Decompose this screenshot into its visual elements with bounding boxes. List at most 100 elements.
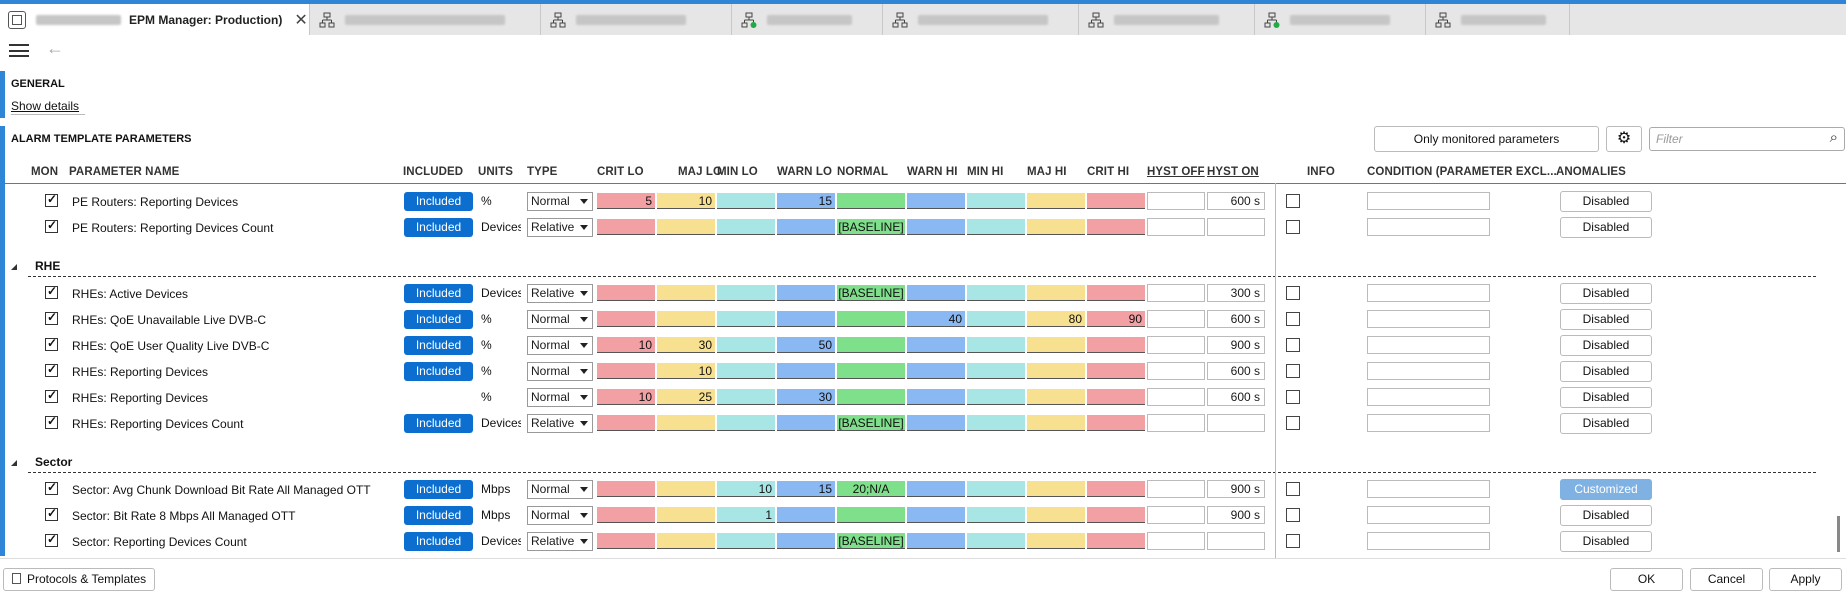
normal-field[interactable]: [BASELINE] — [837, 533, 905, 549]
column-header[interactable]: HYST ON — [1207, 166, 1259, 178]
only-monitored-button[interactable]: Only monitored parameters — [1374, 126, 1599, 152]
anomalies-button[interactable]: Disabled — [1560, 413, 1652, 434]
maj-hi-field[interactable]: 80 — [1027, 311, 1085, 327]
maj-lo-field[interactable] — [657, 481, 715, 497]
anomalies-button[interactable]: Disabled — [1560, 309, 1652, 330]
maj-hi-field[interactable] — [1027, 415, 1085, 431]
protocols-templates-button[interactable]: Protocols & Templates — [3, 568, 155, 591]
type-select[interactable]: Relative — [527, 532, 593, 551]
warn-hi-field[interactable] — [907, 533, 965, 549]
info-checkbox[interactable] — [1286, 312, 1300, 326]
filter-field[interactable]: Filter ⌕ — [1649, 127, 1845, 151]
crit-hi-field[interactable] — [1087, 363, 1145, 379]
included-button[interactable]: Included — [404, 218, 473, 237]
hyst-off-field[interactable] — [1147, 362, 1205, 380]
apply-button[interactable]: Apply — [1769, 568, 1842, 591]
hyst-on-field[interactable]: 600 s — [1207, 362, 1265, 380]
ok-button[interactable]: OK — [1610, 568, 1683, 591]
mon-checkbox[interactable] — [45, 506, 58, 521]
maj-lo-field[interactable] — [657, 415, 715, 431]
min-lo-field[interactable] — [717, 285, 775, 301]
close-icon[interactable]: ✕ — [294, 11, 308, 29]
normal-field[interactable] — [837, 311, 905, 327]
min-lo-field[interactable]: 10 — [717, 481, 775, 497]
included-button[interactable]: Included — [404, 506, 473, 525]
min-hi-field[interactable] — [967, 219, 1025, 235]
crit-lo-field[interactable] — [597, 363, 655, 379]
anomalies-button[interactable]: Customized — [1560, 479, 1652, 500]
min-hi-field[interactable] — [967, 311, 1025, 327]
warn-lo-field[interactable] — [777, 415, 835, 431]
column-header[interactable]: INCLUDED — [403, 166, 464, 178]
type-select[interactable]: Normal — [527, 336, 593, 355]
normal-field[interactable]: [BASELINE] — [837, 285, 905, 301]
settings-gear-button[interactable]: ⚙ — [1606, 126, 1642, 152]
hyst-off-field[interactable] — [1147, 310, 1205, 328]
maj-lo-field[interactable]: 10 — [657, 193, 715, 209]
mon-checkbox[interactable] — [45, 284, 58, 299]
type-select[interactable]: Normal — [527, 362, 593, 381]
hyst-on-field[interactable]: 300 s — [1207, 284, 1265, 302]
min-lo-field[interactable] — [717, 533, 775, 549]
column-header[interactable]: CONDITION (PARAMETER EXCL... — [1367, 166, 1557, 178]
anomalies-button[interactable]: Disabled — [1560, 217, 1652, 238]
type-select[interactable]: Normal — [527, 192, 593, 211]
info-checkbox[interactable] — [1286, 534, 1300, 548]
min-hi-field[interactable] — [967, 481, 1025, 497]
warn-hi-field[interactable] — [907, 481, 965, 497]
info-checkbox[interactable] — [1286, 482, 1300, 496]
crit-lo-field[interactable]: 10 — [597, 389, 655, 405]
hyst-off-field[interactable] — [1147, 336, 1205, 354]
hyst-off-field[interactable] — [1147, 284, 1205, 302]
info-checkbox[interactable] — [1286, 390, 1300, 404]
maj-lo-field[interactable]: 30 — [657, 337, 715, 353]
mon-checkbox[interactable] — [45, 480, 58, 495]
condition-field[interactable] — [1367, 310, 1490, 328]
mon-checkbox[interactable] — [45, 192, 58, 207]
warn-hi-field[interactable]: 40 — [907, 311, 965, 327]
warn-lo-field[interactable]: 15 — [777, 193, 835, 209]
included-button[interactable]: Included — [404, 362, 473, 381]
type-select[interactable]: Relative — [527, 284, 593, 303]
warn-hi-field[interactable] — [907, 193, 965, 209]
crit-lo-field[interactable] — [597, 311, 655, 327]
mon-checkbox[interactable] — [45, 336, 58, 351]
warn-hi-field[interactable] — [907, 285, 965, 301]
info-checkbox[interactable] — [1286, 338, 1300, 352]
type-select[interactable]: Relative — [527, 218, 593, 237]
crit-lo-field[interactable] — [597, 533, 655, 549]
hyst-on-field[interactable]: 900 s — [1207, 506, 1265, 524]
condition-field[interactable] — [1367, 192, 1490, 210]
condition-field[interactable] — [1367, 532, 1490, 550]
maj-hi-field[interactable] — [1027, 193, 1085, 209]
warn-lo-field[interactable]: 30 — [777, 389, 835, 405]
mon-checkbox[interactable] — [45, 532, 58, 547]
column-header[interactable]: UNITS — [478, 166, 513, 178]
warn-lo-field[interactable]: 15 — [777, 481, 835, 497]
min-lo-field[interactable] — [717, 311, 775, 327]
normal-field[interactable] — [837, 389, 905, 405]
mon-checkbox[interactable] — [45, 362, 58, 377]
crit-hi-field[interactable] — [1087, 193, 1145, 209]
column-header[interactable]: TYPE — [527, 166, 558, 178]
mon-checkbox[interactable] — [45, 388, 58, 403]
min-lo-field[interactable] — [717, 415, 775, 431]
warn-hi-field[interactable] — [907, 507, 965, 523]
hyst-on-field[interactable] — [1207, 532, 1265, 550]
tab-8[interactable] — [1427, 4, 1570, 35]
condition-field[interactable] — [1367, 414, 1490, 432]
column-header[interactable]: MIN LO — [717, 166, 758, 178]
hyst-on-field[interactable]: 600 s — [1207, 388, 1265, 406]
warn-lo-field[interactable]: 50 — [777, 337, 835, 353]
anomalies-button[interactable]: Disabled — [1560, 387, 1652, 408]
min-lo-field[interactable] — [717, 389, 775, 405]
min-lo-field[interactable] — [717, 219, 775, 235]
hyst-off-field[interactable] — [1147, 192, 1205, 210]
maj-hi-field[interactable] — [1027, 507, 1085, 523]
anomalies-button[interactable]: Disabled — [1560, 531, 1652, 552]
cancel-button[interactable]: Cancel — [1690, 568, 1763, 591]
maj-lo-field[interactable]: 10 — [657, 363, 715, 379]
maj-lo-field[interactable] — [657, 285, 715, 301]
min-hi-field[interactable] — [967, 415, 1025, 431]
crit-hi-field[interactable] — [1087, 285, 1145, 301]
